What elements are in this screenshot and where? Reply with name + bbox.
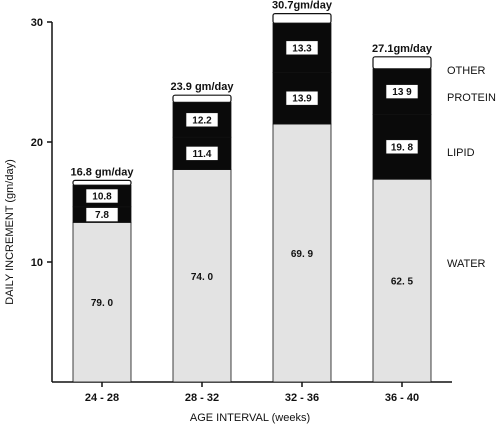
percent-label-box — [285, 40, 319, 56]
percent-label-box — [185, 146, 219, 161]
bar-segment-water — [72, 221, 132, 383]
bar-segment-other — [372, 56, 432, 70]
lipid-percent-label: 13.9 — [292, 94, 312, 105]
legend-other: OTHER — [447, 65, 486, 77]
legend-lipid: LIPID — [447, 147, 475, 159]
bar-segment-water — [272, 123, 332, 383]
x-tick-label: 36 - 40 — [385, 392, 419, 404]
water-percent-label: 62. 5 — [391, 277, 414, 288]
protein-percent-label: 12.2 — [192, 115, 212, 126]
labels: 24 - 28 79. 0 7.8 10.8 16.8 gm/day 28 - 32 74.… — [71, 0, 433, 404]
y-tick-label: 20 — [31, 137, 43, 149]
bar-total-label: 30.7gm/day — [272, 0, 333, 12]
lipid-percent-label: 11.4 — [193, 149, 212, 160]
water-percent-label: 79. 0 — [91, 298, 114, 309]
protein-percent-label: 13.3 — [292, 43, 312, 54]
bar-segment-other — [172, 94, 232, 103]
percent-label-box — [85, 207, 119, 222]
bar-segment-other — [72, 179, 132, 186]
y-axis-title: DAILY INCREMENT (gm/day) — [4, 159, 16, 304]
water-percent-label: 74. 0 — [191, 272, 214, 283]
protein-percent-label: 10.8 — [92, 192, 112, 203]
y-tick-label: 30 — [31, 17, 43, 29]
bars — [72, 13, 432, 383]
lipid-percent-label: 7.8 — [95, 210, 109, 221]
protein-percent-label: 13 9 — [392, 87, 412, 98]
x-axis-title: AGE INTERVAL (weeks) — [190, 412, 310, 424]
percent-label-box — [85, 188, 119, 204]
bar-segment-water — [372, 178, 432, 383]
percent-label-box — [285, 90, 319, 106]
bar-total-label: 16.8 gm/day — [71, 166, 135, 178]
x-tick-label: 28 - 32 — [185, 392, 219, 404]
x-tick-label: 32 - 36 — [285, 392, 319, 404]
lipid-percent-label: 19. 8 — [391, 142, 414, 153]
legend-water: WATER — [447, 258, 486, 270]
water-percent-label: 69. 9 — [291, 249, 314, 260]
legend: WATER LIPID PROTEIN OTHER — [447, 65, 496, 270]
y-tick-label: 10 — [31, 257, 43, 269]
bar-total-label: 23.9 gm/day — [171, 81, 235, 93]
bar-segment-water — [172, 169, 232, 383]
percent-label-box — [385, 139, 419, 155]
bar-segment-other — [272, 13, 332, 24]
percent-label-box — [385, 84, 419, 99]
percent-label-box — [185, 112, 219, 128]
x-tick-label: 24 - 28 — [85, 392, 119, 404]
legend-protein: PROTEIN — [447, 92, 496, 104]
bar-total-label: 27.1gm/day — [372, 43, 433, 55]
